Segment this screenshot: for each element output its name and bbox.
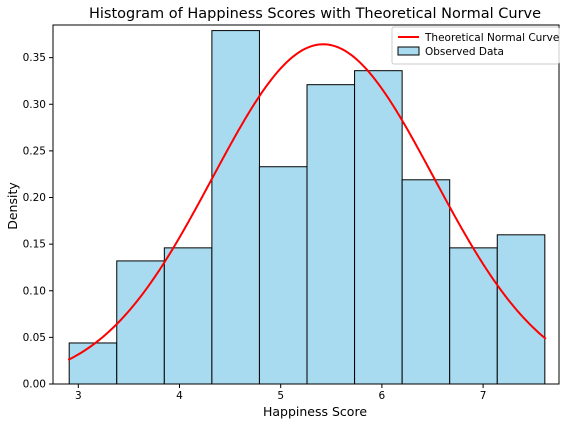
histogram-bar <box>211 30 260 385</box>
legend-frame <box>391 26 560 65</box>
histogram-bar <box>496 234 546 385</box>
normal-curve-layer <box>67 43 547 361</box>
legend-label-curve: Theoretical Normal Curve <box>424 32 559 44</box>
normal-curve-line <box>67 43 547 361</box>
y-axis-ticks: 0.00 0.05 0.10 0.15 0.20 0.25 0.30 0.35 <box>23 52 53 391</box>
y-tick-label: 0.30 <box>23 99 46 111</box>
x-tick-label: 6 <box>379 390 386 402</box>
legend: Theoretical Normal Curve Observed Data <box>391 26 560 65</box>
y-tick-label: 0.20 <box>23 192 46 204</box>
y-tick-label: 0.00 <box>23 379 46 391</box>
y-tick-label: 0.15 <box>23 239 46 251</box>
y-tick-label: 0.35 <box>23 52 46 64</box>
histogram-bar <box>401 179 451 385</box>
x-tick-label: 3 <box>75 390 82 402</box>
x-tick-label: 4 <box>176 390 183 402</box>
legend-bar-swatch <box>397 46 420 56</box>
y-tick-label: 0.05 <box>23 332 46 344</box>
axes <box>52 24 560 385</box>
x-axis-ticks: 3 4 5 6 7 <box>75 384 486 402</box>
histogram-bar <box>68 342 118 385</box>
chart-title: Histogram of Happiness Scores with Theor… <box>89 6 541 22</box>
y-tick-label: 0.25 <box>23 145 46 157</box>
histogram-bar <box>354 70 403 385</box>
x-axis-label: Happiness Score <box>263 404 367 419</box>
histogram-bar <box>306 84 356 385</box>
legend-label-observed: Observed Data <box>425 46 504 58</box>
x-tick-label: 7 <box>480 390 487 402</box>
x-tick-label: 5 <box>277 390 284 402</box>
y-tick-label: 0.10 <box>23 285 46 297</box>
plot-frame <box>52 24 560 385</box>
histogram-bar <box>258 166 308 385</box>
histogram-bar <box>116 260 165 385</box>
histogram-bar <box>449 247 498 385</box>
histogram-bar <box>163 247 213 385</box>
y-axis-label: Density <box>5 182 20 230</box>
histogram-bars <box>68 30 546 385</box>
